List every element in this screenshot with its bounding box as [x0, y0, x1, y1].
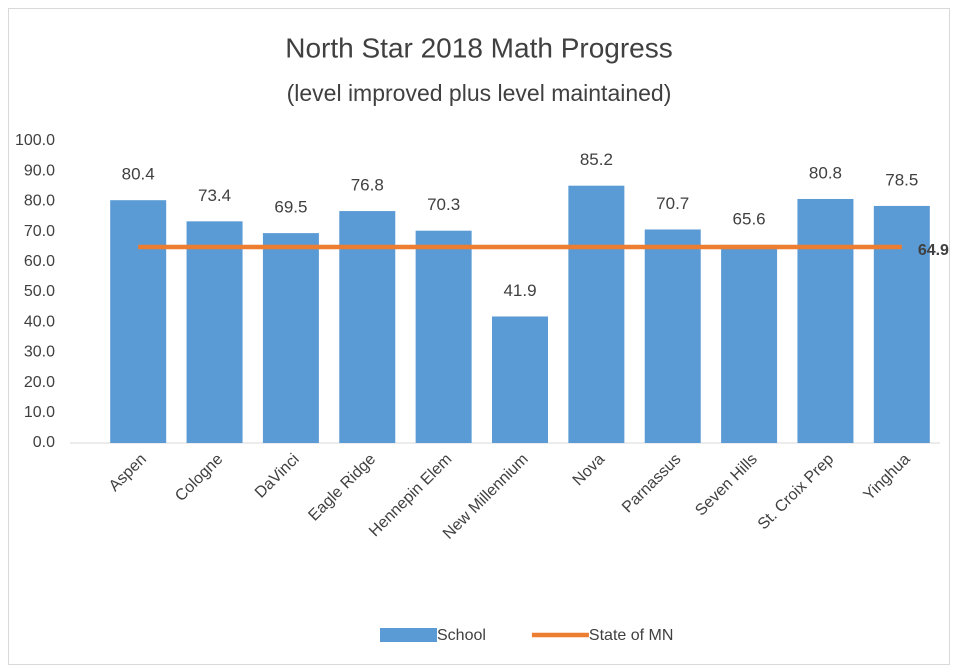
legend-swatch	[380, 628, 437, 642]
bar	[797, 198, 854, 443]
bar	[568, 185, 625, 444]
bar	[415, 230, 472, 443]
data-label: 85.2	[580, 150, 613, 169]
bar	[110, 200, 167, 443]
data-label: 80.8	[809, 163, 842, 182]
bar	[186, 221, 243, 443]
chart-subtitle: (level improved plus level maintained)	[287, 80, 672, 106]
bar	[262, 233, 319, 443]
data-label: 69.5	[274, 198, 307, 217]
y-tick-label: 90.0	[24, 162, 55, 179]
data-label: 80.4	[122, 165, 155, 184]
bar	[721, 244, 778, 443]
y-tick-label: 60.0	[24, 253, 55, 270]
y-tick-label: 0.0	[33, 434, 55, 451]
data-label: 70.7	[656, 194, 689, 213]
bar	[339, 211, 396, 443]
bar	[492, 316, 548, 443]
y-tick-label: 50.0	[24, 283, 55, 300]
y-tick-label: 40.0	[24, 313, 55, 330]
data-label: 76.8	[351, 176, 384, 195]
y-tick-label: 30.0	[24, 344, 55, 361]
data-label: 70.3	[427, 195, 460, 214]
y-tick-label: 10.0	[24, 404, 55, 421]
data-label: 78.5	[885, 170, 918, 189]
data-label: 73.4	[198, 186, 231, 205]
chart-title: North Star 2018 Math Progress	[285, 32, 673, 63]
y-tick-label: 70.0	[24, 223, 55, 240]
legend-label: State of MN	[589, 627, 673, 644]
y-tick-label: 20.0	[24, 374, 55, 391]
bar	[644, 229, 701, 443]
legend-label: School	[437, 627, 486, 644]
data-label: 65.6	[733, 209, 766, 228]
y-tick-label: 80.0	[24, 193, 55, 210]
y-tick-label: 100.0	[15, 132, 55, 149]
line-label: 64.9	[918, 242, 949, 259]
data-label: 41.9	[503, 281, 536, 300]
